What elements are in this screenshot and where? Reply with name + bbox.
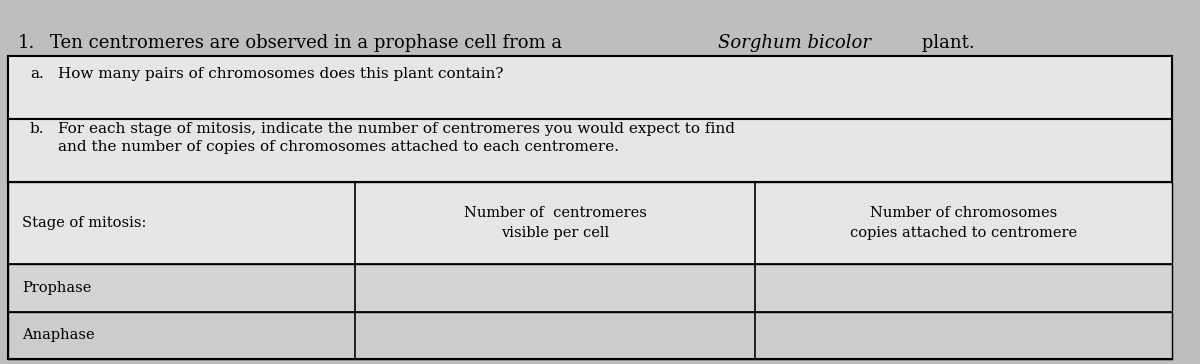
Text: How many pairs of chromosomes does this plant contain?: How many pairs of chromosomes does this … (58, 67, 504, 81)
FancyBboxPatch shape (8, 119, 1172, 182)
Text: plant.: plant. (916, 34, 974, 52)
Text: Number of  centromeres
visible per cell: Number of centromeres visible per cell (463, 206, 647, 240)
Text: Prophase: Prophase (22, 281, 91, 295)
Text: b.: b. (30, 122, 44, 136)
Text: Number of chromosomes
copies attached to centromere: Number of chromosomes copies attached to… (850, 206, 1078, 240)
Text: a.: a. (30, 67, 43, 81)
FancyBboxPatch shape (8, 312, 1172, 359)
Text: Anaphase: Anaphase (22, 328, 95, 343)
Text: Sorghum bicolor: Sorghum bicolor (719, 34, 871, 52)
FancyBboxPatch shape (8, 264, 1172, 312)
Text: 1.: 1. (18, 34, 35, 52)
Text: For each stage of mitosis, indicate the number of centromeres you would expect t: For each stage of mitosis, indicate the … (58, 122, 734, 154)
Text: Stage of mitosis:: Stage of mitosis: (22, 216, 146, 230)
FancyBboxPatch shape (8, 182, 1172, 264)
Text: Ten centromeres are observed in a prophase cell from a: Ten centromeres are observed in a propha… (50, 34, 568, 52)
FancyBboxPatch shape (8, 56, 1172, 119)
FancyBboxPatch shape (8, 56, 1172, 359)
